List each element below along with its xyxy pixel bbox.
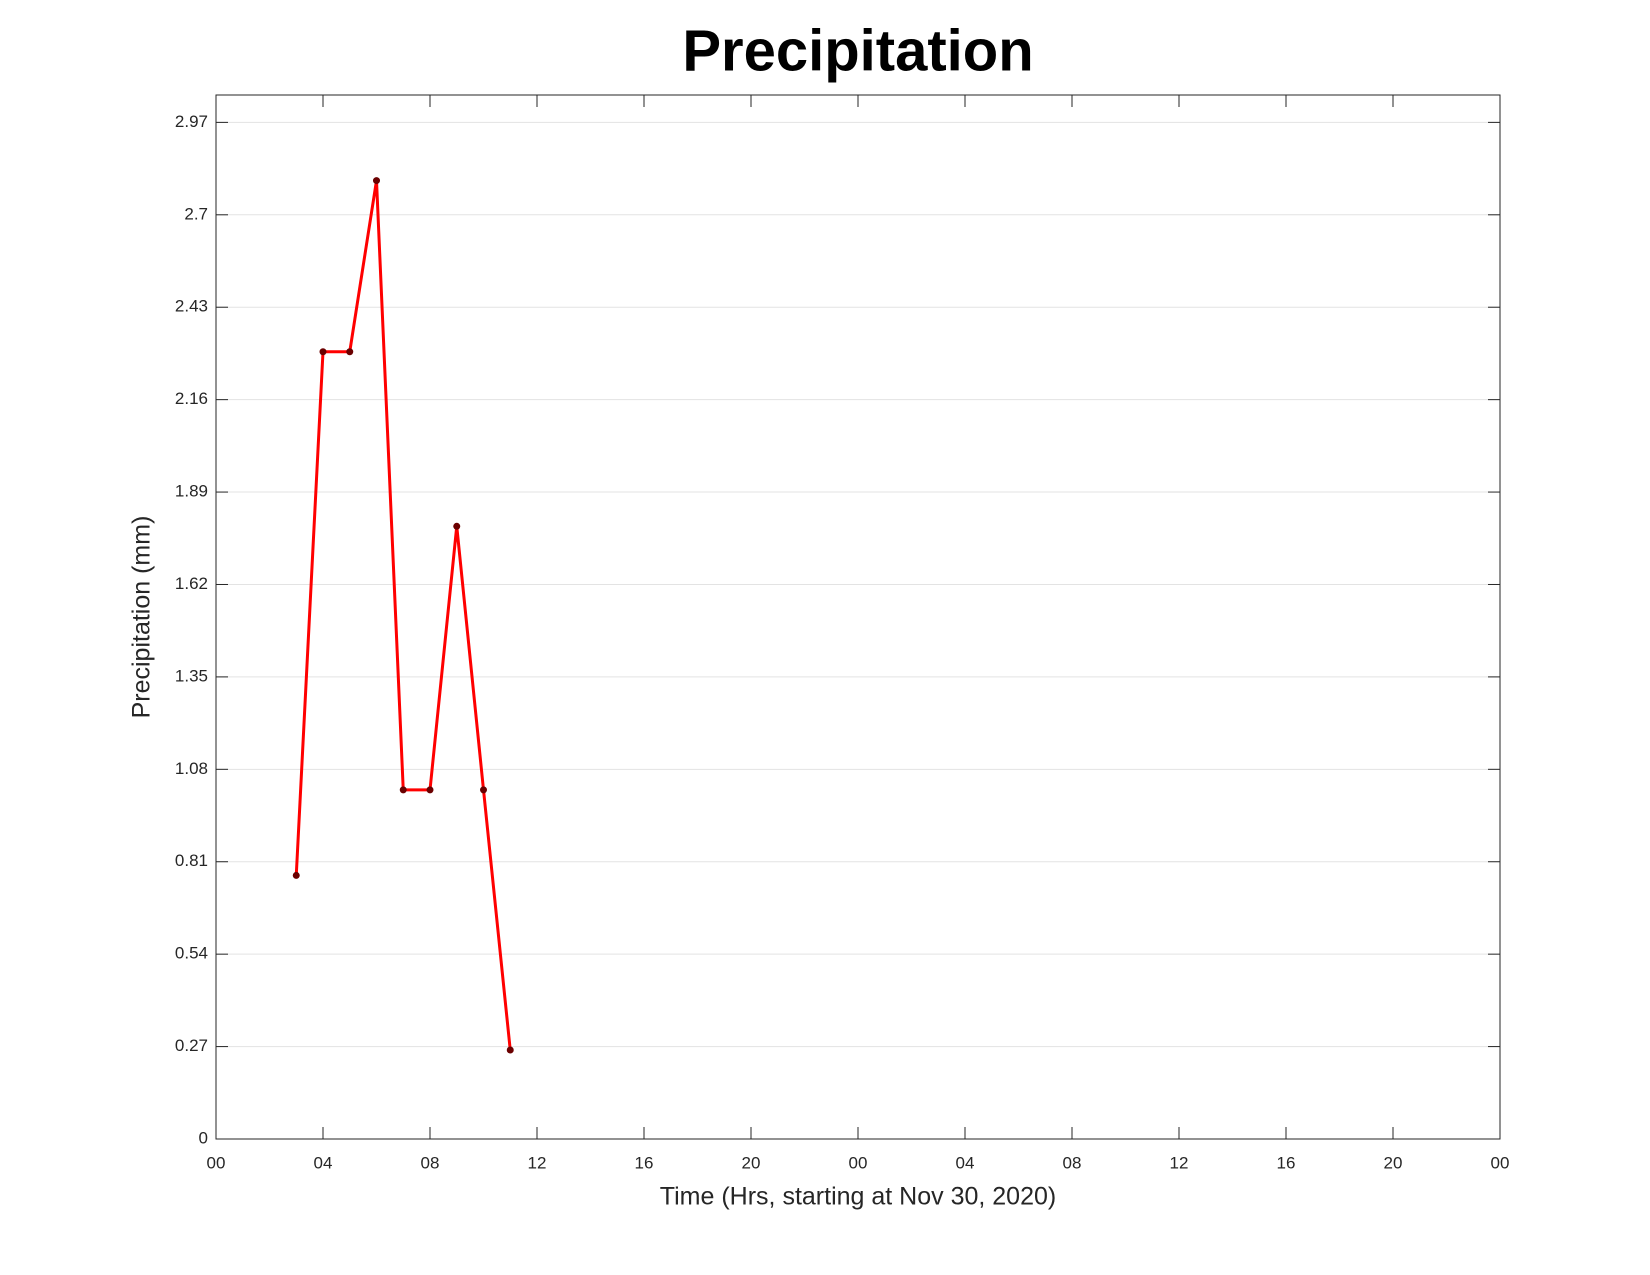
line [294,180,512,1051]
y-tick-label: 2.16 [175,389,208,408]
marker [346,348,354,356]
y-tick-label: 0.27 [175,1036,208,1055]
y-tick-label: 1.35 [175,666,208,685]
y-axis-label: Precipitation (mm) [128,516,156,719]
x-tick-label: 16 [635,1153,654,1172]
x-tick-label: 00 [1491,1153,1510,1172]
y-tick-label: 2.7 [184,204,208,223]
x-tick-label: 16 [1277,1153,1296,1172]
marker [373,177,380,185]
x-tick-label: 08 [421,1153,440,1172]
plot-frame [215,94,1501,1140]
x-tick-label: 04 [956,1153,975,1172]
y-tick-label: 1.89 [175,482,208,501]
x-tick-label: 20 [742,1153,761,1172]
x-tick-label: 00 [207,1153,226,1172]
marker [453,522,461,530]
x-tick-label: 12 [528,1153,547,1172]
chart-title: Precipitation [682,18,1033,83]
marker [506,1046,514,1054]
marker [480,786,487,794]
x-tick-label: 00 [849,1153,868,1172]
y-tick-label: 0.81 [175,851,208,870]
x-tick-label: 08 [1063,1153,1082,1172]
y-tick-label: 1.62 [175,574,208,593]
y-tick-label: 0.54 [175,944,208,963]
x-tick-label: 12 [1170,1153,1189,1172]
x-tick-label: 04 [314,1153,333,1172]
x-tick-label: 20 [1384,1153,1403,1172]
y-tick-label: 2.97 [175,112,208,131]
marker [292,871,300,879]
marker [426,786,434,794]
y-tick-label: 0 [199,1128,208,1147]
marker [319,348,327,356]
y-tick-label: 2.43 [175,297,208,316]
y-tick-label: 1.08 [175,759,208,778]
x-axis-label: Time (Hrs, starting at Nov 30, 2020) [660,1183,1056,1211]
marker [399,786,407,794]
